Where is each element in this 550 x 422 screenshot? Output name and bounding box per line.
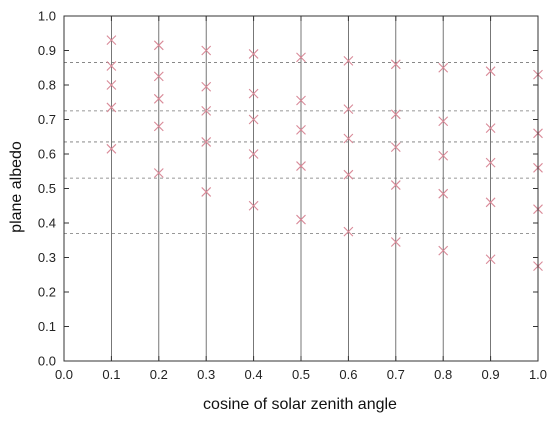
y-tick-label: 0.4 [38, 216, 56, 231]
x-tick-label: 0.2 [150, 367, 168, 382]
data-point-x-marker [106, 102, 117, 113]
data-point-x-marker [438, 150, 449, 161]
y-tick-label: 0.5 [38, 181, 56, 196]
data-point-x-marker [153, 93, 164, 104]
data-point-x-marker [201, 187, 212, 197]
data-point-x-marker [343, 169, 354, 180]
x-tick-label: 0.1 [102, 367, 120, 382]
x-tick-label: 0.8 [434, 367, 452, 382]
y-tick-label: 0.2 [38, 285, 56, 300]
data-point-x-marker [153, 121, 164, 132]
data-point-x-marker [485, 123, 496, 134]
data-point-x-marker [106, 61, 117, 71]
data-point-x-marker [296, 214, 306, 225]
data-point-x-marker [248, 149, 259, 159]
y-tick-label: 0.8 [38, 78, 56, 93]
data-point-x-marker [106, 35, 117, 46]
data-point-x-marker [343, 104, 354, 115]
x-tick-label: 0.0 [55, 367, 73, 382]
y-tick-label: 0.3 [38, 250, 56, 265]
x-tick-label: 0.4 [245, 367, 263, 382]
data-point-x-marker [343, 55, 354, 66]
data-point-x-marker [296, 95, 306, 106]
y-axis-title: plane albedo [8, 141, 25, 233]
data-point-x-marker [438, 116, 449, 127]
x-axis-title: cosine of solar zenith angle [203, 396, 397, 413]
data-point-x-marker [343, 226, 354, 237]
data-point-x-marker [106, 80, 117, 90]
data-point-x-marker [296, 52, 306, 63]
x-tick-label: 1.0 [529, 367, 547, 382]
grid-lines [64, 16, 539, 361]
data-point-x-marker [153, 71, 164, 82]
data-point-x-marker [390, 109, 401, 120]
data-point-x-marker [248, 49, 259, 59]
x-tick-label: 0.9 [482, 367, 500, 382]
data-point-x-marker [201, 105, 212, 116]
data-point-x-marker [343, 133, 354, 144]
data-point-x-marker [296, 124, 306, 135]
data-point-x-marker [438, 62, 449, 73]
y-tick-label: 0.0 [38, 354, 56, 369]
x-tick-label: 0.3 [197, 367, 215, 382]
axis-ticks: 0.0 0.1 0.2 0.3 0.4 0.5 0.6 0.7 0.8 0.9 1.0 0.0 0.1 0… [38, 9, 547, 383]
x-tick-label: 0.7 [387, 367, 405, 382]
data-point-x-marker [390, 180, 401, 190]
data-point-x-marker [248, 88, 259, 99]
data-point-x-marker [390, 142, 401, 152]
y-tick-label: 0.7 [38, 112, 56, 127]
data-point-x-marker [438, 188, 449, 199]
data-point-x-marker [485, 197, 496, 208]
data-point-x-marker [485, 157, 496, 168]
data-point-x-marker [390, 237, 401, 247]
data-point-x-marker [485, 66, 496, 77]
data-point-x-marker [296, 161, 306, 171]
data-points [106, 35, 543, 272]
data-point-x-marker [106, 143, 117, 154]
y-tick-label: 1.0 [38, 9, 56, 24]
data-point-x-marker [153, 168, 164, 178]
y-tick-label: 0.9 [38, 43, 56, 58]
y-tick-label: 0.6 [38, 147, 56, 162]
data-point-x-marker [201, 81, 212, 92]
data-point-x-marker [201, 137, 212, 147]
data-point-x-marker [485, 254, 496, 265]
x-tick-label: 0.5 [292, 367, 310, 382]
data-point-x-marker [438, 245, 449, 256]
data-point-x-marker [248, 200, 259, 211]
x-tick-label: 0.6 [339, 367, 357, 382]
data-point-x-marker [390, 59, 401, 70]
data-point-x-marker [201, 45, 212, 56]
data-point-x-marker [153, 40, 164, 51]
y-tick-label: 0.1 [38, 319, 56, 334]
data-point-x-marker [248, 114, 259, 125]
